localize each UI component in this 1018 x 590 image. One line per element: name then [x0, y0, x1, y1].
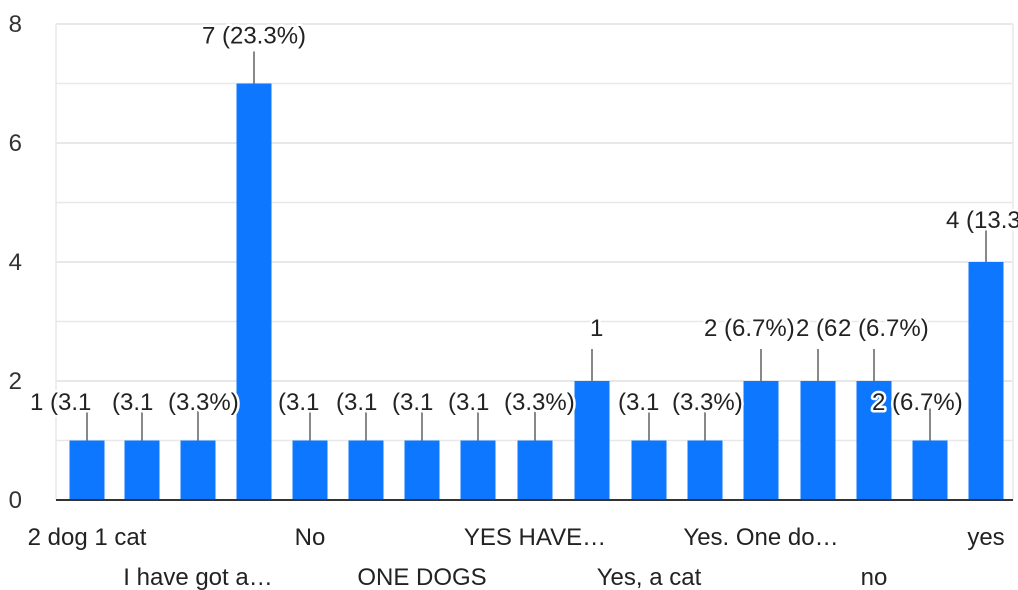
- bars: [69, 51, 1004, 500]
- x-category-label: ONE DOGS: [357, 564, 486, 590]
- bar: [743, 381, 779, 500]
- bar: [574, 381, 610, 500]
- bar: [180, 440, 216, 500]
- bar: [460, 440, 496, 500]
- data-label: 2 (6.7%): [872, 389, 963, 416]
- x-axis-labels: 2 dog 1 cat I have got a… No ONE DOGS YES HA…: [28, 524, 1005, 590]
- data-label: 2 (6.7%): [704, 315, 795, 342]
- x-category-label: no: [861, 564, 888, 590]
- y-tick-label: 0: [9, 487, 22, 514]
- bar: [292, 440, 328, 500]
- data-label: (3.1: [392, 389, 433, 416]
- y-axis-ticks: 0 2 4 6 8: [9, 11, 22, 514]
- data-label: 1: [590, 315, 603, 342]
- bar: [687, 440, 723, 500]
- y-tick-label: 8: [9, 11, 22, 38]
- bar: [856, 381, 892, 500]
- bar: [69, 440, 105, 500]
- bar: [348, 440, 384, 500]
- data-label: (3.1: [618, 389, 659, 416]
- data-label: (3.1: [448, 389, 489, 416]
- data-labels: 1 (3.1 (3.1 (3.3%) (3.1 (3.1 (3.1 (3.1 (3.3%) 1 (…: [28, 20, 1018, 419]
- bar: [800, 381, 836, 500]
- data-label: (3.1: [336, 389, 377, 416]
- data-label: (3.3%): [168, 389, 239, 416]
- data-label: 2 (6.7%): [838, 315, 929, 342]
- data-label: (3.1: [278, 389, 319, 416]
- bar: [404, 440, 440, 500]
- bar: [517, 440, 553, 500]
- bar: [124, 440, 160, 500]
- data-label: (3.1: [112, 389, 153, 416]
- data-label: 4 (13.3%: [946, 207, 1018, 234]
- bar: [912, 440, 948, 500]
- x-category-label: YES HAVE…: [464, 524, 606, 551]
- x-category-label: No: [295, 524, 326, 551]
- y-tick-label: 6: [9, 130, 22, 157]
- data-label: 1 (3.1: [30, 389, 91, 416]
- x-category-label: 2 dog 1 cat: [28, 524, 147, 551]
- y-tick-label: 4: [9, 249, 22, 276]
- bar: [631, 440, 667, 500]
- bar: [236, 83, 272, 500]
- data-label: 2 (6: [796, 315, 837, 342]
- y-tick-label: 2: [9, 368, 22, 395]
- x-category-label: I have got a…: [123, 564, 272, 590]
- bar: [968, 262, 1004, 500]
- gridlines: [55, 23, 1014, 500]
- data-label: (3.3%): [504, 389, 575, 416]
- data-label: 7 (23.3%): [202, 23, 306, 50]
- data-label: (3.3%): [672, 389, 743, 416]
- x-category-label: Yes. One do…: [683, 524, 838, 551]
- x-category-label: Yes, a cat: [597, 564, 702, 590]
- x-category-label: yes: [967, 524, 1004, 551]
